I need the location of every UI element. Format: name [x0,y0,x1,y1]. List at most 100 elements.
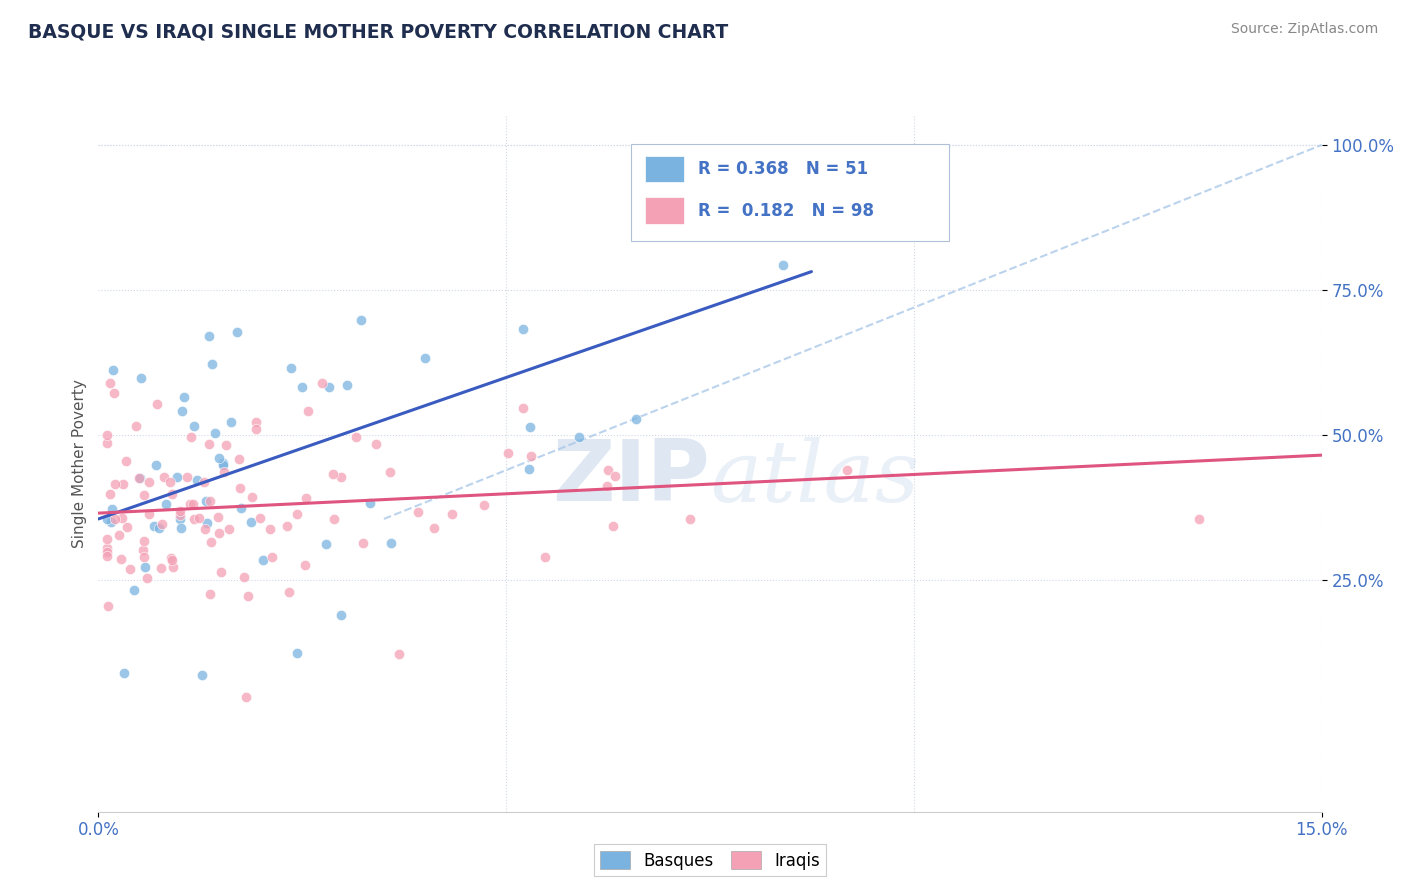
Point [183,512,205,526]
Point [191,667,214,681]
Point [364,436,387,450]
Point [96,541,118,555]
Point [211,458,233,472]
Point [512,401,534,415]
Point [149,561,172,575]
Text: BASQUE VS IRAQI SINGLE MOTHER POVERTY CORRELATION CHART: BASQUE VS IRAQI SINGLE MOTHER POVERTY CO… [28,22,728,41]
Point [596,479,619,493]
Point [96,549,118,564]
Point [110,551,132,566]
Point [194,522,217,536]
Point [132,488,155,502]
Point [160,550,183,565]
Point [212,456,235,470]
Point [229,501,252,516]
Point [359,496,381,510]
Point [1188,511,1211,525]
Y-axis label: Single Mother Poverty: Single Mother Poverty [72,379,87,549]
Point [128,471,150,485]
Point [221,415,243,429]
Point [212,466,235,480]
Point [125,419,148,434]
Point [96,435,118,450]
Point [294,558,316,572]
Point [408,505,430,519]
Point [166,469,188,483]
Point [138,507,160,521]
Point [170,404,193,418]
Point [330,470,353,484]
Point [169,508,191,523]
Point [276,519,298,533]
Point [170,521,193,535]
Point [160,553,183,567]
Point [285,646,308,660]
Point [198,494,221,508]
Point [153,469,176,483]
Point [104,476,127,491]
Point [112,666,135,681]
Point [353,536,375,550]
Point [517,462,540,476]
Point [145,458,167,472]
Point [228,451,250,466]
Point [111,511,134,525]
Point [291,380,314,394]
Point [115,454,138,468]
Point [441,507,464,521]
Point [533,549,555,564]
Point [198,437,221,451]
Point [143,518,166,533]
Point [117,520,139,534]
Bar [645,197,685,224]
Point [512,322,534,336]
Point [245,422,267,436]
Point [96,512,118,526]
Point [169,512,191,526]
Point [318,380,340,394]
Point [131,371,153,385]
Point [235,690,257,704]
Point [378,465,401,479]
Point [278,585,301,599]
Point [173,390,195,404]
Point [679,512,702,526]
Text: R =  0.182   N = 98: R = 0.182 N = 98 [697,202,873,219]
Point [388,648,411,662]
Point [626,412,648,426]
Point [520,450,543,464]
Point [134,560,156,574]
Point [132,542,155,557]
Point [181,497,204,511]
Point [208,450,231,465]
Point [98,376,121,390]
Point [111,477,134,491]
Text: Source: ZipAtlas.com: Source: ZipAtlas.com [1230,22,1378,37]
Point [96,532,118,546]
Point [200,534,222,549]
Text: atlas: atlas [710,436,920,519]
Point [280,361,302,376]
Point [568,430,591,444]
Point [198,587,221,601]
Point [96,545,118,559]
Point [772,258,794,272]
Point [837,463,859,477]
Point [186,473,208,487]
Point [101,501,124,516]
Point [215,437,238,451]
Point [259,522,281,536]
Point [100,515,122,529]
Point [496,446,519,460]
Point [238,589,260,603]
Point [297,404,319,418]
Point [226,325,249,339]
Point [135,571,157,585]
Point [315,537,337,551]
Point [180,430,202,444]
Point [146,397,169,411]
Point [262,550,284,565]
Point [155,497,177,511]
Point [148,521,170,535]
Bar [645,155,685,182]
